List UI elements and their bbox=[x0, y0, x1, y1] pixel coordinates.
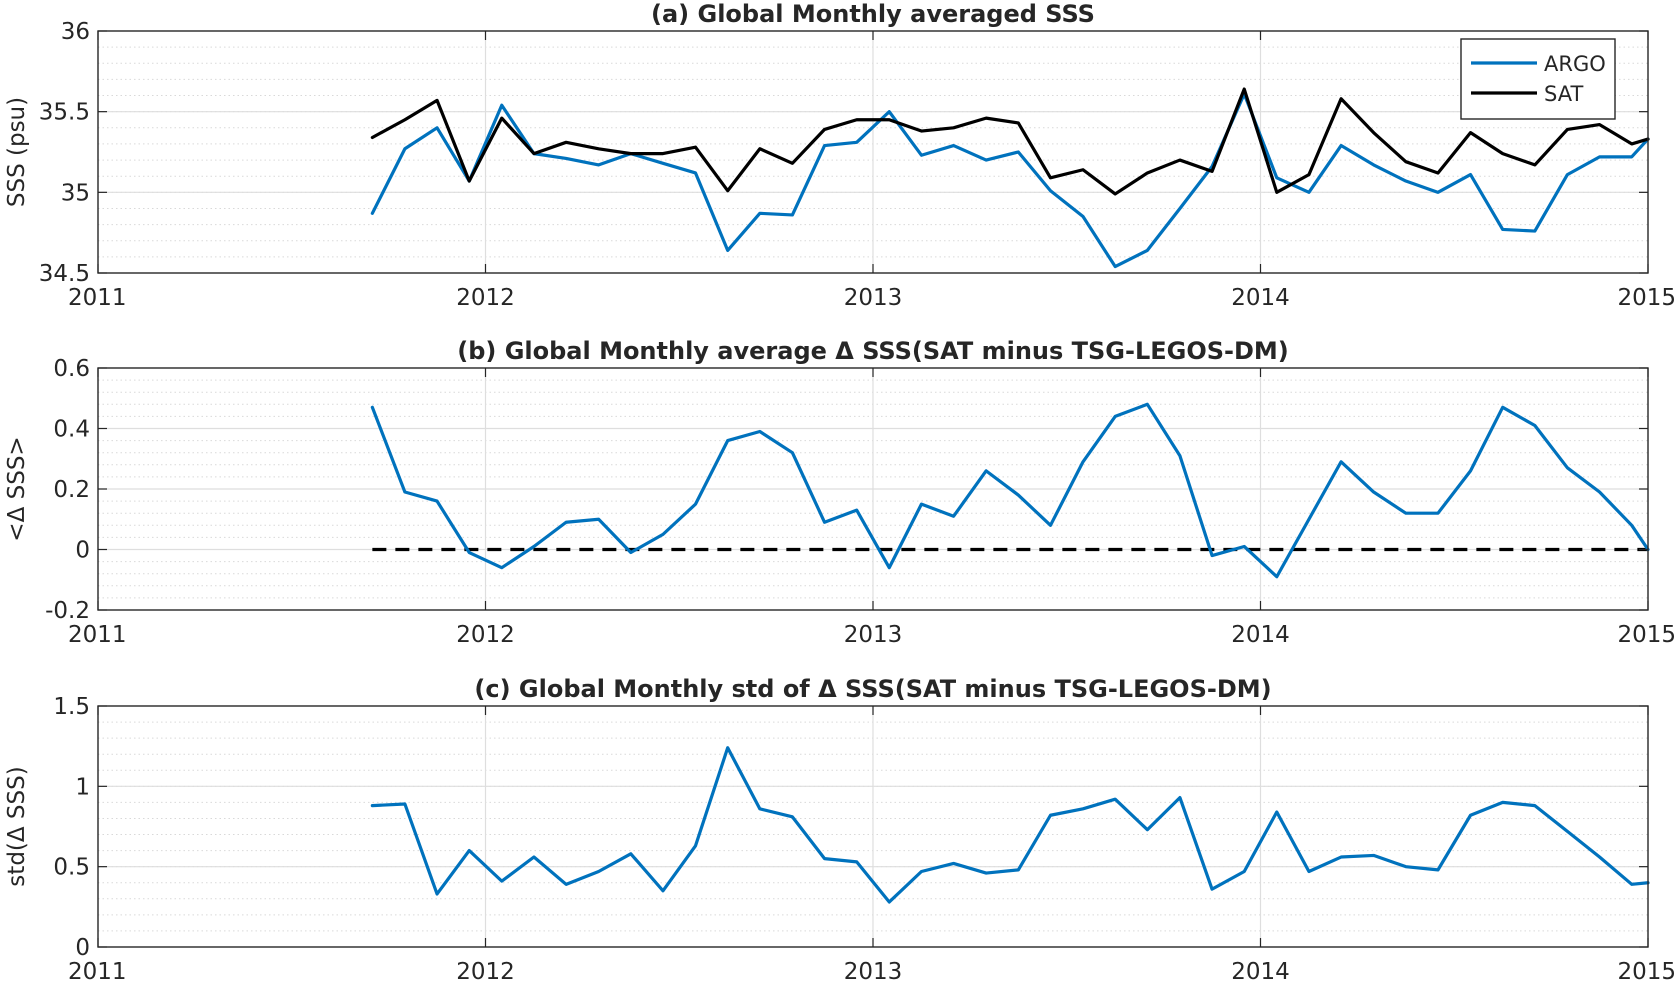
y-tick-label: 35 bbox=[61, 180, 90, 206]
y-axis-label: std(Δ SSS) bbox=[4, 766, 30, 886]
y-tick-label: 1 bbox=[75, 774, 90, 800]
chart-title: (b) Global Monthly average Δ SSS(SAT min… bbox=[457, 337, 1289, 365]
panel-a: 34.5 35 35.5 36 2011 2012 2013 2014 2015 (a) Glob… bbox=[4, 0, 1676, 311]
x-tick-label: 2013 bbox=[844, 285, 903, 311]
x-tick-label: 2013 bbox=[844, 959, 903, 982]
x-tick-label: 2011 bbox=[68, 959, 127, 982]
legend-box bbox=[1460, 38, 1616, 120]
y-axis-label: <Δ SSS> bbox=[4, 436, 30, 541]
y-tick-label: 34.5 bbox=[39, 261, 90, 287]
x-tick-label: 2015 bbox=[1617, 285, 1676, 311]
y-tick-label: 35.5 bbox=[39, 100, 90, 126]
legend-label-sat: SAT bbox=[1544, 82, 1583, 106]
y-tick-label: 1.5 bbox=[53, 694, 90, 720]
x-tick-label: 2012 bbox=[456, 959, 515, 982]
y-tick-label: 0.4 bbox=[53, 417, 90, 443]
y-tick-label: 0 bbox=[75, 935, 90, 961]
panel-b: -0.2 0 0.2 0.4 0.6 2011 2012 2013 2014 2015 (b) Gl… bbox=[4, 337, 1676, 648]
legend: ARGO SAT bbox=[1460, 38, 1616, 120]
y-tick-label: -0.2 bbox=[45, 598, 90, 624]
legend-label-argo: ARGO bbox=[1544, 52, 1606, 76]
x-tick-label: 2012 bbox=[456, 285, 515, 311]
x-tick-label: 2011 bbox=[68, 285, 127, 311]
series-line-1 bbox=[370, 402, 1650, 579]
y-tick-label: 0.5 bbox=[53, 855, 90, 881]
series-line-argo bbox=[370, 92, 1650, 269]
x-tick-label: 2015 bbox=[1617, 622, 1676, 648]
y-tick-label: 0.2 bbox=[53, 477, 90, 503]
series-line-1 bbox=[370, 746, 1650, 904]
x-tick-label: 2014 bbox=[1231, 285, 1290, 311]
chart-title: (a) Global Monthly averaged SSS bbox=[651, 0, 1095, 28]
x-tick-label: 2011 bbox=[68, 622, 127, 648]
y-tick-label: 36 bbox=[61, 19, 90, 45]
x-tick-label: 2015 bbox=[1617, 959, 1676, 982]
chart-title: (c) Global Monthly std of Δ SSS(SAT minu… bbox=[474, 675, 1271, 703]
x-tick-label: 2014 bbox=[1231, 622, 1290, 648]
x-tick-label: 2012 bbox=[456, 622, 515, 648]
x-tick-label: 2013 bbox=[844, 622, 903, 648]
panel-c: 0 0.5 1 1.5 2011 2012 2013 2014 2015 (c) Global M… bbox=[4, 675, 1676, 982]
y-tick-label: 0 bbox=[75, 538, 90, 564]
x-tick-label: 2014 bbox=[1231, 959, 1290, 982]
y-axis-label: SSS (psu) bbox=[4, 97, 30, 207]
series-line-sat bbox=[370, 87, 1650, 196]
y-tick-label: 0.6 bbox=[53, 356, 90, 382]
